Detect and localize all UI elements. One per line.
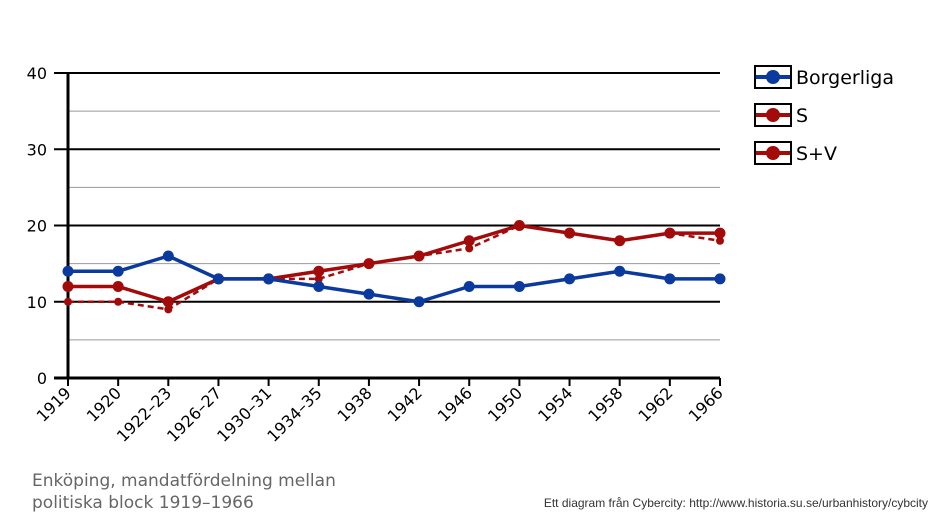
data-point bbox=[162, 250, 174, 262]
series-borgerliga bbox=[62, 250, 726, 308]
data-point bbox=[513, 220, 525, 231]
x-tick-label: 1919 bbox=[33, 383, 75, 425]
y-tick-label: 10 bbox=[27, 293, 47, 312]
legend-item: S+V bbox=[754, 141, 837, 165]
data-point bbox=[614, 265, 626, 277]
data-point bbox=[263, 273, 275, 285]
data-point bbox=[614, 235, 626, 247]
data-point bbox=[664, 227, 676, 239]
data-point bbox=[465, 244, 474, 253]
legend-label: Borgerliga bbox=[796, 67, 894, 89]
data-point bbox=[313, 265, 325, 277]
data-point bbox=[164, 305, 173, 314]
legend-swatch-marker bbox=[766, 70, 780, 84]
chart-caption: Enköping, mandatfördelning mellan politi… bbox=[32, 470, 392, 514]
series-s-v bbox=[62, 220, 726, 308]
data-point bbox=[212, 273, 224, 285]
legend: Borgerliga S S+V bbox=[754, 65, 894, 165]
data-point bbox=[114, 297, 123, 306]
data-point bbox=[564, 273, 576, 285]
legend-item: S bbox=[754, 103, 808, 127]
data-point bbox=[463, 281, 475, 292]
data-point bbox=[714, 273, 726, 285]
y-tick-label: 40 bbox=[27, 64, 47, 83]
caption-line-1: Enköping, mandatfördelning mellan bbox=[32, 471, 336, 491]
data-point bbox=[112, 265, 124, 277]
data-point bbox=[513, 281, 525, 292]
data-point bbox=[162, 296, 174, 308]
y-tick-label: 0 bbox=[37, 369, 47, 388]
data-point bbox=[564, 227, 576, 239]
grid bbox=[54, 72, 720, 341]
data-point bbox=[62, 281, 74, 292]
y-tick-label: 30 bbox=[27, 140, 47, 159]
data-point bbox=[62, 265, 74, 277]
data-point bbox=[463, 235, 475, 247]
data-point bbox=[413, 296, 425, 308]
data-point bbox=[112, 281, 124, 292]
legend-label: S bbox=[796, 105, 808, 127]
series-group bbox=[62, 220, 726, 314]
x-tick-label: 1938 bbox=[334, 383, 376, 425]
data-point bbox=[714, 227, 726, 239]
data-point bbox=[664, 273, 676, 285]
x-tick-label: 1954 bbox=[534, 383, 576, 425]
x-tick-label: 1920 bbox=[83, 383, 125, 425]
credit-text: Ett diagram från Cybercity: http://www.h… bbox=[543, 496, 928, 510]
y-tick-label: 20 bbox=[27, 217, 47, 236]
data-point bbox=[64, 297, 72, 306]
data-point bbox=[313, 281, 325, 292]
legend-item: Borgerliga bbox=[754, 65, 894, 89]
data-point bbox=[716, 236, 724, 245]
x-tick-label: 1934–35 bbox=[263, 383, 325, 445]
x-tick-label: 1962 bbox=[634, 383, 676, 425]
x-tick-label: 1942 bbox=[384, 383, 426, 425]
data-point bbox=[363, 288, 375, 300]
caption-line-2: politiska block 1919–1966 bbox=[32, 493, 254, 513]
x-tick-label: 1958 bbox=[584, 383, 626, 425]
x-tick-label: 1950 bbox=[484, 383, 526, 425]
series-line bbox=[68, 223, 720, 304]
legend-swatch-marker bbox=[766, 108, 780, 122]
series-line bbox=[68, 254, 720, 304]
legend-swatch-marker bbox=[766, 146, 780, 160]
data-point bbox=[314, 274, 323, 283]
legend-label: S+V bbox=[796, 143, 837, 165]
data-point bbox=[363, 258, 375, 270]
x-tick-label: 1966 bbox=[685, 383, 727, 425]
x-tick-label: 1946 bbox=[434, 383, 476, 425]
data-point bbox=[413, 250, 425, 262]
